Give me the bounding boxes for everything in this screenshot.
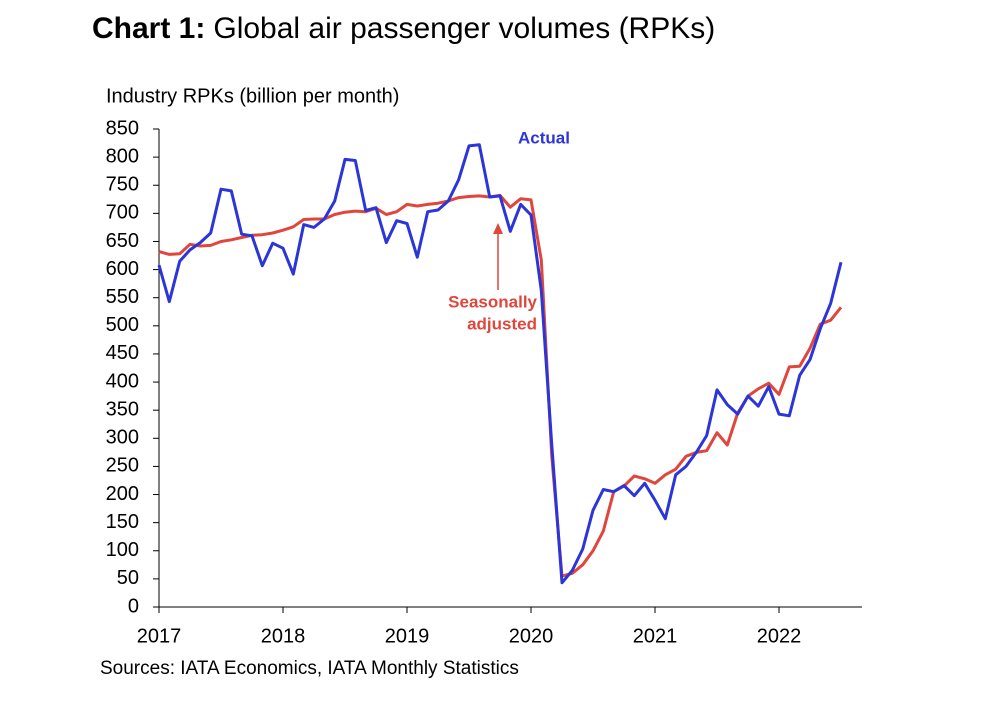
x-tick-label: 2020 — [509, 625, 554, 647]
annotation-arrowhead — [493, 223, 503, 234]
title-text: Global air passenger volumes (RPKs) — [213, 12, 715, 45]
y-tick-label: 800 — [106, 145, 139, 167]
y-tick-label: 100 — [106, 539, 139, 561]
y-tick-label: 700 — [106, 202, 139, 224]
y-tick-label: 650 — [106, 230, 139, 252]
y-tick-label: 500 — [106, 314, 139, 336]
x-tick-label: 2022 — [757, 625, 802, 647]
annotation: adjusted — [467, 314, 537, 333]
chart-title: Chart 1: Global air passenger volumes (RP… — [92, 12, 715, 45]
x-tick-label: 2017 — [137, 625, 182, 647]
y-tick-label: 250 — [106, 455, 139, 477]
series-line — [157, 143, 843, 585]
y-tick-label: 300 — [106, 427, 139, 449]
title-prefix: Chart 1: — [92, 12, 205, 45]
x-tick-label: 2019 — [385, 625, 430, 647]
y-tick-label: 200 — [106, 483, 139, 505]
y-tick-label: 350 — [106, 398, 139, 420]
y-tick-label: 550 — [106, 286, 139, 308]
y-tick-label: 600 — [106, 258, 139, 280]
series-line — [158, 193, 843, 578]
y-tick-label: 400 — [106, 370, 139, 392]
y-tick-label: 0 — [128, 595, 139, 617]
annotation: Seasonally — [448, 292, 537, 311]
x-tick-label: 2018 — [261, 625, 306, 647]
source: Sources: IATA Economics, IATA Monthly St… — [100, 658, 519, 679]
y-tick-label: 50 — [117, 567, 139, 589]
y-tick-label: 750 — [106, 174, 139, 196]
y-axis-label: Industry RPKs (billion per month) — [106, 85, 399, 107]
annotation: Actual — [518, 128, 570, 147]
y-tick-label: 850 — [106, 117, 139, 139]
y-tick-label: 450 — [106, 342, 139, 364]
y-tick-label: 150 — [106, 511, 139, 533]
x-tick-label: 2021 — [633, 625, 678, 647]
